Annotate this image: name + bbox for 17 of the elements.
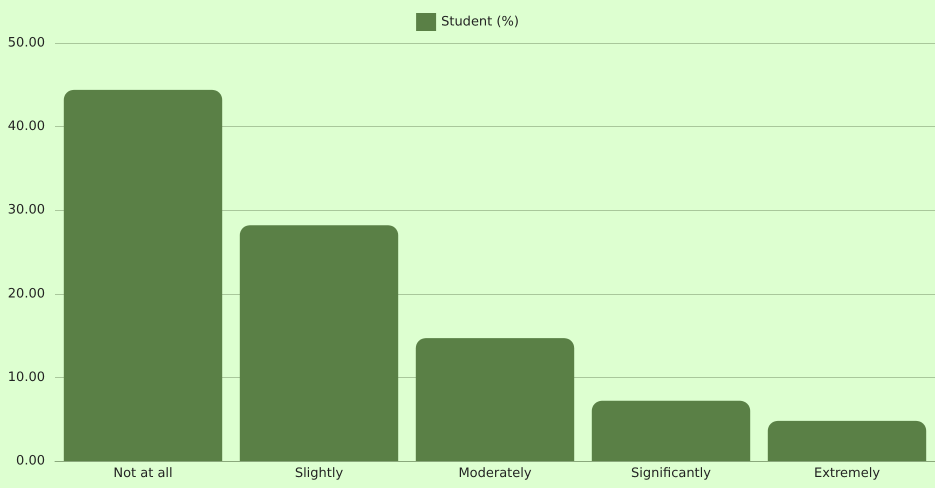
legend-label: Student (%) [441,14,519,30]
y-tick-label: 10.00 [8,370,45,385]
bar [768,420,926,461]
bar [592,400,750,461]
bar [240,225,398,461]
y-tick-label: 50.00 [8,36,45,50]
x-tick-label: Not at all [113,466,173,481]
x-tick-label: Extremely [814,466,880,481]
x-tick-label: Slightly [294,466,344,481]
x-tick-label: Significantly [631,466,712,481]
y-tick-label: 40.00 [8,119,45,134]
bar [64,90,222,461]
x-tick-label: Moderately [458,466,532,481]
y-tick-label: 30.00 [8,202,45,218]
y-tick-label: 0.00 [16,454,45,468]
y-tick-label: 20.00 [8,286,45,302]
bar [416,338,574,461]
